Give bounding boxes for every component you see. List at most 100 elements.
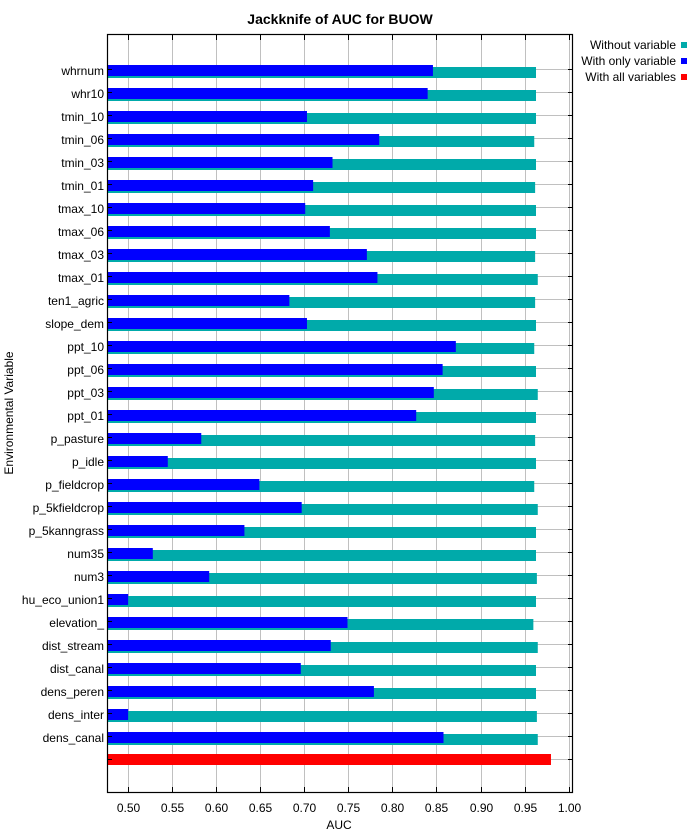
bar-with-only-variable [107,479,260,490]
bar-without-variable [107,481,535,492]
bar-with-only-variable [107,318,307,329]
x-axis-title: AUC [326,818,352,832]
category-label: hu_eco_union1 [22,593,104,607]
category-label: p_pasture [51,432,105,446]
plot-frame [106,33,574,794]
category-label: tmax_01 [58,271,104,285]
axes [106,33,574,794]
category-label: whr10 [70,87,104,101]
category-label: tmin_01 [61,179,104,193]
category-label: ppt_01 [67,409,104,423]
bar-with-only-variable [107,341,456,352]
bar-with-only-variable [107,249,367,260]
bar-with-only-variable [107,732,444,743]
category-label: tmin_03 [61,156,104,170]
category-label: dens_canal [43,731,104,745]
bar-with-only-variable [107,180,314,191]
bar-without-variable [107,527,537,538]
bar-with-only-variable [107,364,443,375]
category-label: num3 [74,570,104,584]
bar-with-only-variable [107,663,301,674]
bar-with-only-variable [107,226,330,237]
bar-without-variable [107,435,536,446]
bar-with-only-variable [107,88,428,99]
bar-without-variable [107,550,537,561]
category-label: num35 [67,547,104,561]
bar-with-only-variable [107,456,168,467]
category-label: dens_peren [41,685,104,699]
legend-swatch [681,74,687,80]
bar-with-only-variable [107,502,302,513]
bar-without-variable [107,711,537,722]
bar-with-only-variable [107,594,129,605]
category-label: dist_canal [50,662,104,676]
bar-with-only-variable [107,134,380,145]
category-label: p_5kanngrass [29,524,104,538]
x-tick-label: 0.50 [117,801,141,815]
category-label: tmax_03 [58,248,104,262]
category-label: tmax_10 [58,202,104,216]
bar-without-variable [107,504,538,515]
bar-with-only-variable [107,433,202,444]
bar-without-variable [107,320,537,331]
chart-title: Jackknife of AUC for BUOW [247,11,433,27]
bar-without-variable [107,297,536,308]
category-label: ppt_03 [67,386,104,400]
x-tick-label: 0.85 [425,801,449,815]
category-labels: whrnum whr10 tmin_10 tmin_06 tmin_03 tmin_01t… [22,64,104,745]
x-tick-label: 0.65 [249,801,273,815]
legend-label: With only variable [581,54,676,68]
category-label: whrnum [60,64,104,78]
bar-without-variable [107,458,537,469]
bar-with-all-variables [107,754,551,765]
bar-without-variable [107,182,536,193]
bar-without-variable [107,113,537,124]
bar-without-variable [107,665,537,676]
bar-with-only-variable [107,157,333,168]
bar-with-only-variable [107,686,374,697]
bar-with-only-variable [107,617,348,628]
x-tick-label: 0.75 [337,801,361,815]
bar-with-only-variable [107,295,290,306]
category-label: p_5kfieldcrop [33,501,105,515]
category-label: tmax_06 [58,225,104,239]
bar-with-only-variable [107,272,378,283]
x-tick-label: 0.80 [381,801,405,815]
bar-with-only-variable [107,571,210,582]
bar-with-only-variable [107,640,331,651]
x-tick-label: 0.90 [470,801,494,815]
category-label: p_fieldcrop [45,478,104,492]
bars [107,65,551,765]
bar-with-only-variable [107,525,245,536]
category-label: elevation_ [49,616,104,630]
category-label: tmin_10 [61,110,104,124]
category-label: ten1_agric [48,294,104,308]
category-label: tmin_06 [61,133,104,147]
legend: Without variable With only variable With a… [581,38,687,84]
bar-with-only-variable [107,709,129,720]
bar-with-only-variable [107,410,417,421]
bar-with-only-variable [107,203,306,214]
bar-without-variable [107,205,537,216]
x-tick-label: 0.70 [293,801,317,815]
legend-label: Without variable [590,38,676,52]
bar-without-variable [107,596,537,607]
x-tick-label: 1.00 [558,801,582,815]
bar-with-only-variable [107,548,153,559]
x-tick-label: 0.95 [514,801,538,815]
legend-swatch [681,58,687,64]
bar-with-only-variable [107,387,434,398]
category-label: p_idle [72,455,104,469]
x-tick-labels: 0.50 0.55 0.60 0.65 0.70 0.75 0.80 0.85 0.90 0.95… [117,801,582,815]
bar-with-only-variable [107,65,433,76]
legend-label: With all variables [585,70,676,84]
category-label: dist_stream [42,639,104,653]
legend-swatch [681,42,687,48]
category-label: dens_inter [48,708,104,722]
bar-with-only-variable [107,111,307,122]
x-tick-label: 0.60 [205,801,229,815]
bar-without-variable [107,573,537,584]
y-axis-title: Environmental Variable [2,351,16,475]
category-label: ppt_06 [67,363,104,377]
